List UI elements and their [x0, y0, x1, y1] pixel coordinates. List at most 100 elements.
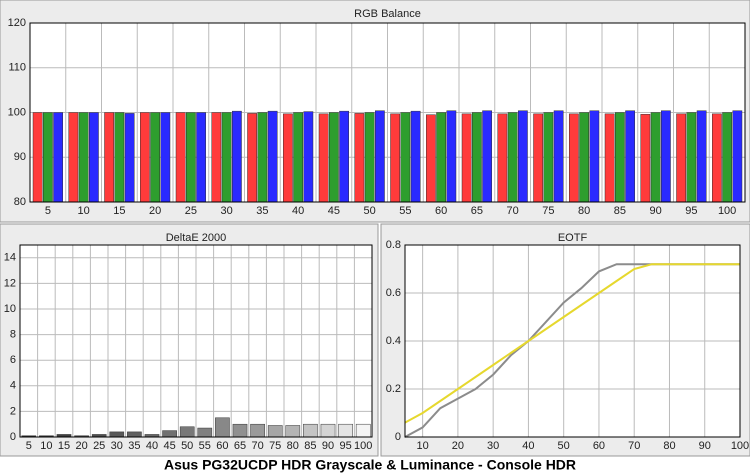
bar — [696, 110, 707, 203]
bar — [569, 113, 579, 203]
bar — [355, 423, 371, 438]
x-tick-label: 35 — [128, 440, 140, 452]
bar — [43, 112, 53, 203]
bar — [436, 112, 446, 203]
bar — [339, 110, 349, 203]
y-tick-label: 6 — [10, 354, 16, 366]
x-tick-label: 5 — [45, 205, 51, 217]
bar — [354, 113, 365, 203]
x-tick-label: 80 — [578, 205, 590, 217]
x-tick-label: 90 — [650, 205, 662, 217]
x-tick-label: 75 — [542, 205, 554, 217]
x-tick-label: 55 — [399, 205, 411, 217]
y-tick-label: 0.6 — [386, 287, 401, 299]
bar — [303, 111, 314, 203]
bar — [283, 113, 293, 203]
bar — [293, 112, 303, 203]
bar — [114, 112, 125, 203]
x-tick-label: 70 — [507, 205, 519, 217]
bar — [615, 112, 625, 203]
bar — [247, 113, 258, 203]
x-tick-label: 25 — [185, 205, 197, 217]
bar — [186, 112, 196, 203]
bar — [329, 112, 339, 203]
bar — [426, 114, 436, 203]
bar — [364, 112, 375, 203]
plot-border — [404, 244, 741, 438]
bar — [318, 113, 329, 203]
x-tick-label: 80 — [287, 440, 299, 452]
chart-title: RGB Balance — [354, 8, 421, 20]
x-tick-label: 10 — [40, 440, 52, 452]
bar — [472, 112, 482, 203]
x-tick-label: 100 — [354, 440, 372, 452]
bar — [686, 112, 697, 203]
bar — [160, 112, 171, 203]
y-tick-label: 100 — [8, 106, 26, 118]
bar — [150, 112, 160, 203]
bar — [374, 110, 385, 203]
bar — [196, 112, 206, 203]
x-tick-label: 95 — [685, 205, 697, 217]
bar — [410, 110, 421, 203]
x-tick-label: 65 — [471, 205, 483, 217]
x-tick-label: 25 — [93, 440, 105, 452]
bar — [543, 112, 554, 203]
x-tick-label: 60 — [216, 440, 228, 452]
line — [404, 263, 740, 424]
caption: Asus PG32UCDP HDR Grayscale & Luminance … — [164, 457, 576, 473]
x-tick-label: 35 — [256, 205, 268, 217]
bar — [650, 112, 661, 203]
bar — [267, 425, 283, 438]
bar — [140, 112, 150, 203]
x-tick-label: 50 — [558, 440, 570, 452]
bar — [215, 417, 230, 438]
plot-border — [29, 22, 746, 203]
bar — [320, 423, 336, 438]
x-tick-label: 30 — [221, 205, 233, 217]
y-tick-label: 4 — [10, 380, 16, 392]
bar — [497, 113, 508, 203]
x-tick-label: 60 — [435, 205, 447, 217]
plot-border — [19, 244, 373, 438]
bar — [88, 112, 99, 203]
x-tick-label: 90 — [322, 440, 334, 452]
x-tick-label: 10 — [417, 440, 429, 452]
y-tick-label: 80 — [14, 196, 26, 208]
bar — [722, 112, 732, 203]
bar — [127, 431, 142, 438]
bar — [162, 430, 177, 438]
chart-title: EOTF — [558, 232, 588, 244]
x-tick-label: 40 — [292, 205, 304, 217]
bar — [267, 110, 278, 203]
bar — [553, 110, 564, 203]
bar — [250, 423, 265, 438]
bar — [507, 112, 518, 203]
bar — [257, 112, 268, 203]
y-tick-label: 0 — [10, 431, 16, 443]
x-tick-label: 95 — [339, 440, 351, 452]
bar — [712, 113, 722, 203]
bar — [604, 113, 615, 203]
bar — [221, 112, 232, 203]
y-tick-label: 90 — [14, 151, 26, 163]
x-tick-label: 70 — [251, 440, 263, 452]
y-tick-label: 120 — [8, 17, 26, 29]
bar — [589, 110, 600, 203]
y-tick-label: 12 — [4, 277, 16, 289]
x-tick-label: 5 — [26, 440, 32, 452]
bar — [640, 114, 651, 203]
bar — [303, 423, 318, 438]
bar — [231, 110, 242, 203]
x-tick-label: 15 — [58, 440, 70, 452]
y-tick-label: 110 — [8, 62, 26, 74]
y-tick-label: 0.8 — [386, 239, 401, 251]
y-tick-label: 0.2 — [386, 383, 401, 395]
x-tick-label: 20 — [452, 440, 464, 452]
x-tick-label: 65 — [234, 440, 246, 452]
bar — [579, 112, 589, 203]
bar — [68, 112, 79, 203]
x-tick-label: 15 — [113, 205, 125, 217]
x-tick-label: 100 — [731, 440, 749, 452]
x-tick-label: 10 — [78, 205, 90, 217]
